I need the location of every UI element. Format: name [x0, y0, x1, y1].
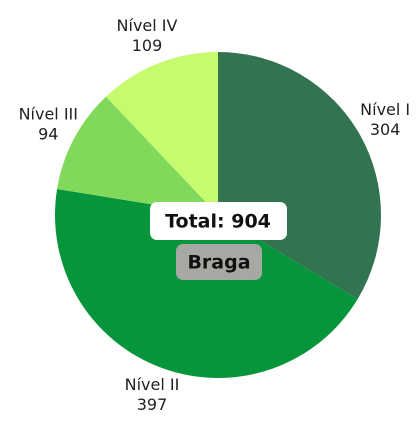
slice-value: 304 — [370, 120, 401, 139]
slice-value: 109 — [132, 36, 163, 55]
region-label: Braga — [187, 252, 250, 274]
slice-value: 94 — [38, 125, 58, 144]
slice-name: Nível IV — [117, 16, 178, 35]
region-box — [176, 244, 262, 280]
total-label: Total: 904 — [165, 211, 271, 233]
slice-name: Nível III — [19, 105, 78, 124]
slice-value: 397 — [137, 395, 168, 414]
pie-slice — [105, 52, 218, 215]
total-box — [150, 202, 287, 240]
pie-slice — [55, 189, 358, 378]
pie-slice — [57, 96, 219, 215]
slice-name: Nível II — [125, 375, 180, 394]
slice-name: Nível I — [360, 100, 410, 119]
